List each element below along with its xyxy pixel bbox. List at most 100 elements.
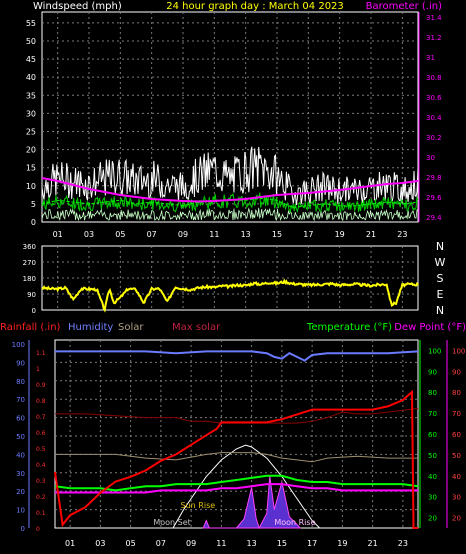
wind-tick-label: 45 xyxy=(26,55,36,64)
humidity-tick-label: 100 xyxy=(12,341,25,349)
wind-tick-label: 55 xyxy=(26,19,36,28)
rain-tick-label: 0.2 xyxy=(36,494,46,501)
temp-tick-label: 100 xyxy=(428,347,441,355)
rain-tick-label: 0.4 xyxy=(36,462,46,469)
baro-axis-title: Barometer (.in) xyxy=(366,1,442,12)
x-tick-label: 11 xyxy=(216,539,226,548)
wind-tick-label: 50 xyxy=(26,37,36,46)
wind-direction-line xyxy=(41,278,419,313)
humidity-tick-label: 10 xyxy=(16,507,25,515)
rain-tick-label: 0.6 xyxy=(36,430,46,437)
compass-label: W xyxy=(435,256,446,269)
direction-tick-label: 0 xyxy=(32,307,36,315)
x-tick-label: 03 xyxy=(84,230,94,239)
x-tick-label: 01 xyxy=(65,539,75,548)
humidity-tick-label: 0 xyxy=(21,525,25,533)
humidity-tick-label: 20 xyxy=(16,488,25,496)
moon-rise-label: Moon Rise xyxy=(274,518,315,527)
x-tick-label: 17 xyxy=(307,539,317,548)
direction-plot-area xyxy=(41,245,419,311)
x-tick-label: 11 xyxy=(209,230,219,239)
baro-tick-label: 31 xyxy=(426,54,435,62)
legend-label: Dew Point (°F) xyxy=(394,322,466,333)
rain-tick-label: 0.5 xyxy=(36,446,46,453)
x-tick-label: 09 xyxy=(186,539,196,548)
wind-tick-label: 15 xyxy=(26,164,36,173)
wind-tick-label: 20 xyxy=(26,146,36,155)
legend-label: Humidity xyxy=(68,322,113,333)
compass-label: N xyxy=(436,304,444,317)
humidity-tick-label: 70 xyxy=(16,396,25,404)
x-tick-label: 15 xyxy=(272,230,282,239)
rainfall-line xyxy=(54,389,418,529)
temp-tick-label: 20 xyxy=(428,515,437,523)
rain-tick-label: 0.3 xyxy=(36,478,46,485)
rain-tick-label: 0.7 xyxy=(36,414,46,421)
x-tick-label: 05 xyxy=(115,230,125,239)
wind-tick-label: 25 xyxy=(26,127,36,136)
rain-tick-label: 1.1 xyxy=(36,350,46,357)
humidity-tick-label: 50 xyxy=(16,433,25,441)
wind-tick-label: 0 xyxy=(31,218,36,227)
direction-tick-label: 270 xyxy=(23,259,36,267)
rain-tick-label: 0.1 xyxy=(36,510,46,517)
rain-tick-label: 0.9 xyxy=(36,382,46,389)
x-tick-label: 13 xyxy=(241,230,251,239)
direction-tick-label: 90 xyxy=(27,291,36,299)
humidity-tick-label: 80 xyxy=(16,378,25,386)
x-tick-label: 07 xyxy=(156,539,166,548)
temperature-line xyxy=(54,474,419,492)
moon-set-label: Moon Set xyxy=(153,518,190,527)
x-tick-label: 21 xyxy=(368,539,378,548)
temp-tick-label: 50 xyxy=(428,452,437,460)
x-tick-label: 19 xyxy=(337,539,347,548)
baro-tick-label: 29.6 xyxy=(426,194,442,202)
x-tick-label: 19 xyxy=(335,230,345,239)
compass-label: S xyxy=(437,272,444,285)
dew-tick-label: 50 xyxy=(452,452,461,460)
uv-area xyxy=(202,476,302,530)
solar-curve xyxy=(172,444,321,529)
humidity-tick-label: 60 xyxy=(16,415,25,423)
baro-tick-label: 30 xyxy=(426,154,435,162)
temp-tick-label: 80 xyxy=(428,389,437,397)
temp-tick-label: 30 xyxy=(428,494,437,502)
wind-lull-line xyxy=(41,207,419,222)
baro-tick-label: 30.8 xyxy=(426,74,442,82)
temp-tick-label: 90 xyxy=(428,368,437,376)
sun-rise-label: Sun Rise xyxy=(181,501,216,510)
legend-label: Rainfall (.in) xyxy=(0,322,61,333)
baro-tick-label: 30.2 xyxy=(426,134,442,142)
baro-tick-label: 31.2 xyxy=(426,34,442,42)
wind-tick-label: 35 xyxy=(26,91,36,100)
rain-tick-label: 0.8 xyxy=(36,398,46,405)
baro-tick-label: 30.4 xyxy=(426,114,442,122)
wind-tick-label: 10 xyxy=(26,182,36,191)
x-tick-label: 03 xyxy=(95,539,105,548)
dew-tick-label: 60 xyxy=(452,431,461,439)
wind-tick-label: 5 xyxy=(31,200,36,209)
x-tick-label: 05 xyxy=(126,539,136,548)
dew-tick-label: 40 xyxy=(452,473,461,481)
x-tick-label: 23 xyxy=(398,539,408,548)
wind-tick-label: 30 xyxy=(26,109,36,118)
x-tick-label: 15 xyxy=(277,539,287,548)
dew-point-line xyxy=(55,483,418,494)
chart-title: 24 hour graph day : March 04 2023 xyxy=(166,1,344,12)
dew-tick-label: 30 xyxy=(452,494,461,502)
direction-tick-label: 360 xyxy=(23,243,36,251)
compass-label: E xyxy=(437,288,444,301)
rain-tick-label: 1 xyxy=(36,366,40,373)
barometer-line xyxy=(41,177,419,203)
combo-plot-area xyxy=(54,339,419,529)
dew-tick-label: 90 xyxy=(452,368,461,376)
baro-tick-label: 29.8 xyxy=(426,174,442,182)
x-tick-label: 17 xyxy=(303,230,313,239)
rain-tick-label: 0 xyxy=(36,526,40,533)
temp-tick-label: 70 xyxy=(428,410,437,418)
humidity-tick-label: 40 xyxy=(16,451,25,459)
baro-tick-label: 30.6 xyxy=(426,94,442,102)
baro-tick-label: 29.4 xyxy=(426,214,442,222)
x-tick-label: 07 xyxy=(147,230,157,239)
